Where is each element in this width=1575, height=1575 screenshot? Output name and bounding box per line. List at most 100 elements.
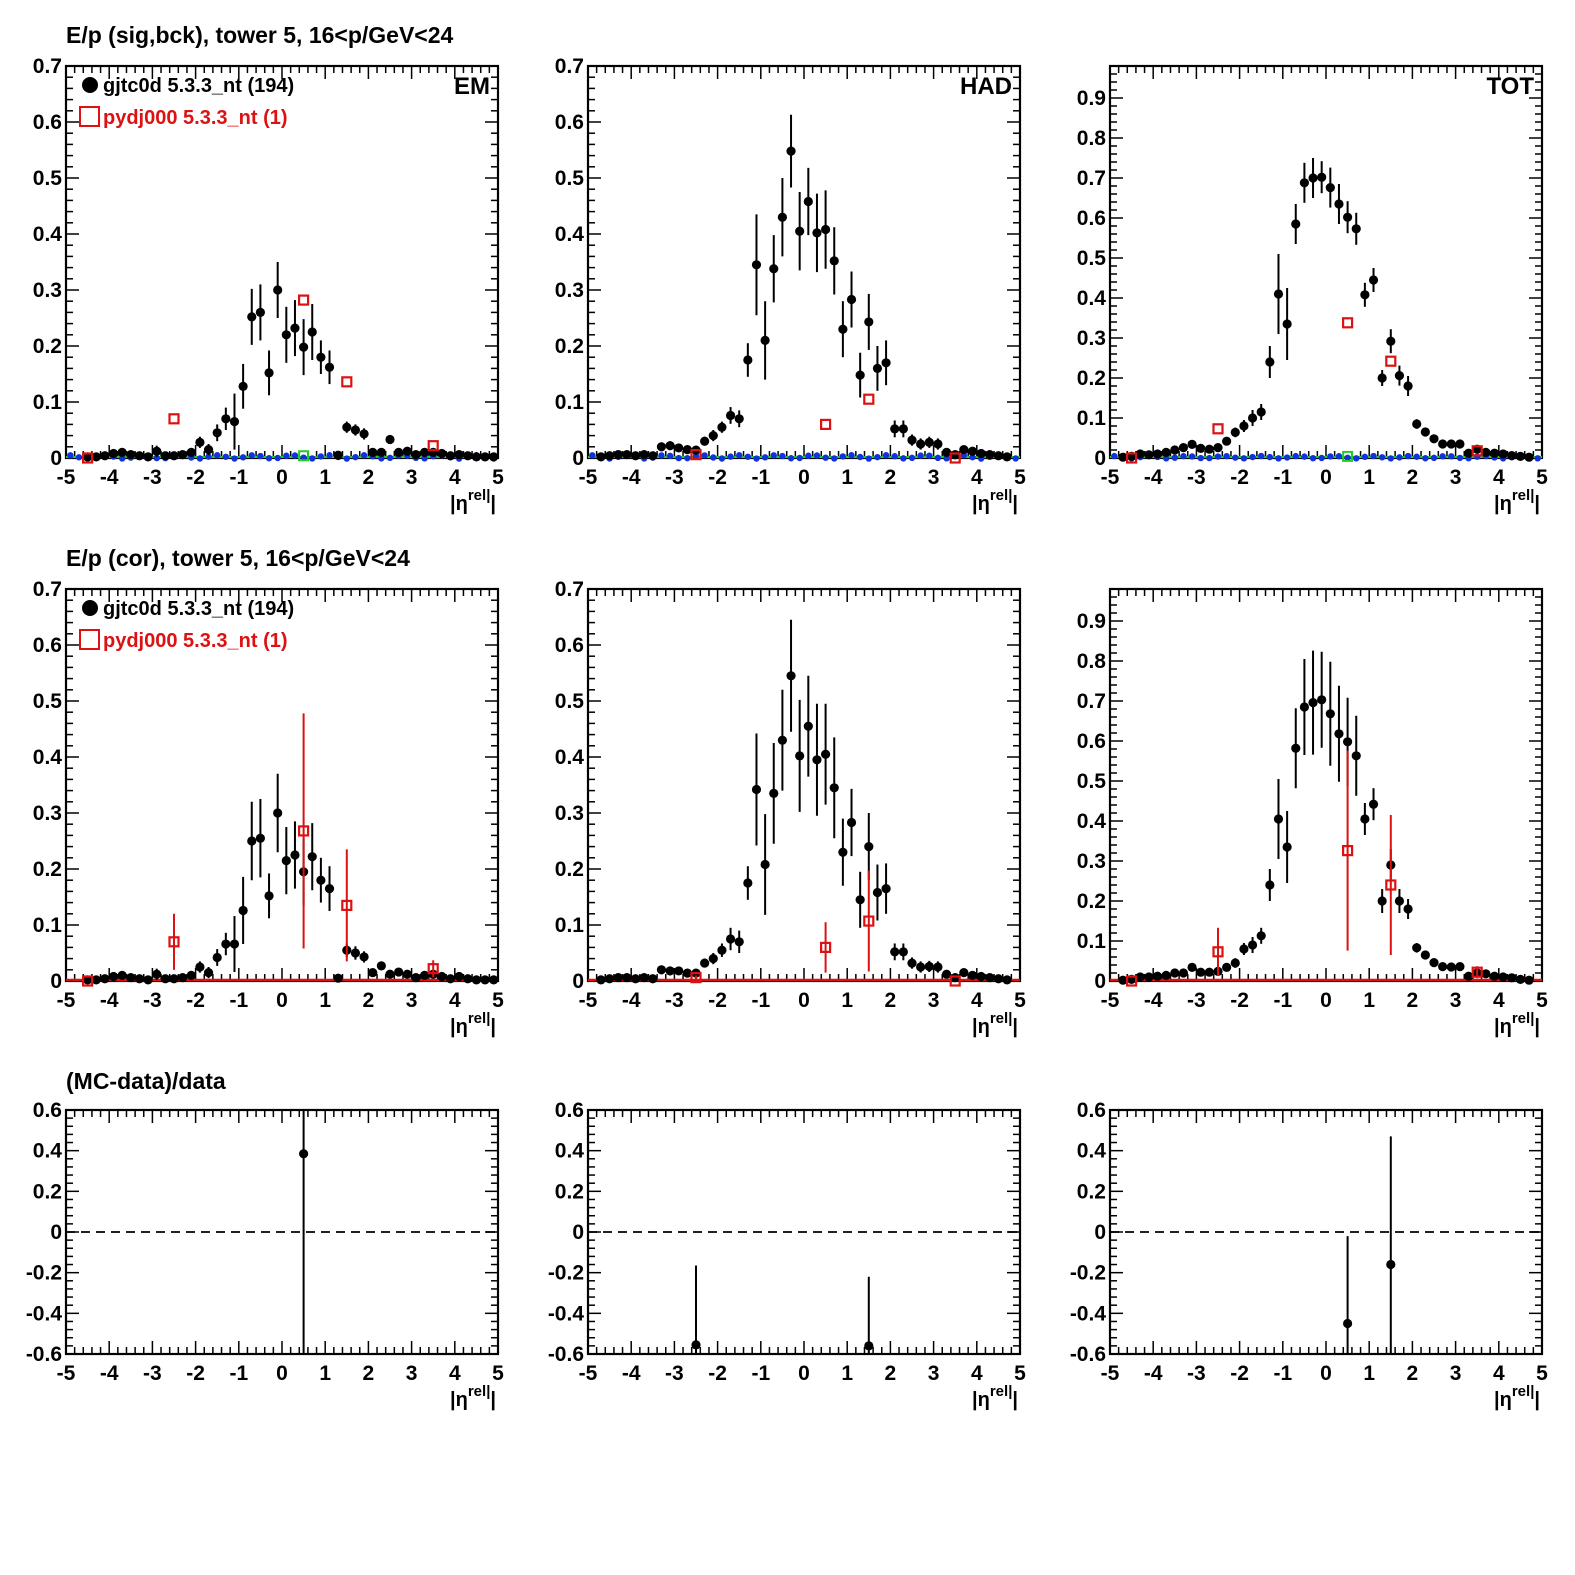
data-point — [1420, 427, 1430, 437]
x-tick-label: 0 — [1320, 989, 1332, 1012]
background-point — [1249, 453, 1256, 461]
x-tick-label: 1 — [841, 1362, 853, 1385]
data-point — [708, 431, 718, 441]
data-point — [613, 450, 623, 460]
data-point — [682, 968, 692, 978]
x-tick-label: 0 — [276, 1362, 288, 1385]
data-point — [350, 948, 361, 958]
x-tick-label: 3 — [1450, 1362, 1462, 1385]
data-point — [821, 749, 831, 759]
x-tick-label: 1 — [841, 989, 853, 1012]
background-point — [1353, 455, 1360, 462]
data-point — [178, 450, 188, 460]
data-point — [307, 852, 317, 862]
mc-point — [1341, 317, 1354, 329]
y-tick-label: 0 — [572, 970, 584, 993]
data-point — [838, 847, 848, 857]
x-tick-label: 2 — [363, 466, 375, 489]
data-point — [777, 735, 788, 745]
background-point — [770, 452, 777, 459]
background-point — [1404, 452, 1412, 460]
y-tick-label: 0 — [1094, 1221, 1106, 1244]
legend-data-marker — [82, 600, 98, 616]
data-point — [630, 451, 641, 461]
data-point — [203, 968, 214, 978]
data-point — [648, 451, 658, 461]
background-point — [1162, 455, 1170, 462]
data-point — [1161, 970, 1171, 981]
y-tick-label: 0 — [50, 447, 62, 470]
data-point — [1187, 439, 1197, 449]
data-point — [1498, 972, 1508, 982]
chart-panel-ratio-TOT: -5 -4 -3 -2 -1 0 1 2 3 4 5 -0.6 -0.4 -0.2 0 0.2 0.4 0.6 |η… — [1070, 1099, 1548, 1411]
data-point — [480, 452, 490, 462]
background-point — [222, 453, 230, 460]
x-tick-label: 4 — [449, 989, 461, 1012]
x-tick-label: -5 — [1101, 466, 1120, 489]
x-axis-title: |ηrel|| — [972, 1010, 1018, 1038]
background-point — [969, 454, 976, 461]
y-tick-label: 0.2 — [555, 858, 584, 881]
data-point — [1239, 944, 1249, 954]
data-point — [864, 842, 874, 852]
chart-panel-ratio-EM: -5 -4 -3 -2 -1 0 1 2 3 4 5 -0.6 -0.4 -0.2 0 0.2 0.4 0.6 |η… — [26, 1099, 504, 1411]
x-axis-title: |ηrel|| — [972, 487, 1018, 515]
x-axis-title-superscript: rel| — [1512, 1383, 1535, 1400]
mc-point — [819, 418, 832, 430]
panels: -5 -4 -3 -2 -1 0 1 2 3 4 5 0 0.1 0.2 0.3 0.4 0.5 0.6 0.7 |η… — [26, 55, 1548, 1411]
data-point — [1308, 698, 1318, 708]
x-tick-label: 2 — [885, 1362, 897, 1385]
data-point — [872, 887, 883, 898]
data-point — [829, 256, 839, 266]
y-tick-label: -0.6 — [548, 1343, 584, 1366]
x-axis-title-superscript: rel| — [1512, 1010, 1535, 1027]
y-tick-label: 0.2 — [1077, 367, 1106, 390]
background-point — [1396, 454, 1403, 461]
mc-point — [1212, 946, 1224, 958]
x-tick-label: -4 — [1144, 466, 1163, 489]
x-axis-title-base: |η — [1494, 1016, 1512, 1038]
data-point — [864, 317, 874, 327]
x-tick-label: -4 — [100, 989, 119, 1012]
mc-point — [690, 972, 702, 984]
x-tick-label: 2 — [363, 989, 375, 1012]
mc-point — [1471, 966, 1483, 978]
x-axis-title-close: | — [1012, 1016, 1018, 1038]
data-point — [734, 937, 744, 947]
data-point — [1247, 940, 1258, 950]
data-point — [471, 452, 481, 462]
x-tick-label: -5 — [579, 1362, 598, 1385]
x-tick-label: 3 — [1450, 466, 1462, 489]
background-point — [675, 454, 682, 462]
data-point — [1299, 702, 1309, 712]
mc-point — [1125, 975, 1138, 987]
y-tick-label: 0.6 — [33, 1099, 62, 1122]
background-marker — [1342, 450, 1354, 462]
y-tick-label: 0.4 — [1077, 810, 1107, 833]
x-tick-label: -1 — [229, 1362, 248, 1385]
data-point — [290, 850, 300, 860]
data-point — [376, 447, 386, 457]
data-point — [898, 947, 908, 957]
data-point — [1282, 842, 1292, 852]
data-point — [437, 448, 447, 459]
x-tick-label: -3 — [1187, 1362, 1206, 1385]
background-point — [1171, 454, 1179, 461]
y-tick-label: 0.3 — [555, 802, 584, 825]
data-point — [152, 969, 162, 979]
data-point — [881, 358, 891, 368]
legend-mc-marker — [79, 629, 100, 650]
x-tick-label: -5 — [579, 466, 598, 489]
x-tick-label: -1 — [1273, 1362, 1292, 1385]
x-tick-label: -4 — [100, 466, 119, 489]
y-tick-label: 0.2 — [33, 858, 62, 881]
data-point — [368, 968, 378, 978]
x-tick-label: 4 — [971, 1362, 983, 1385]
background-point — [352, 453, 359, 461]
data-point — [445, 451, 456, 461]
x-tick-label: 0 — [276, 989, 288, 1012]
x-axis-title-base: |η — [972, 1389, 990, 1411]
data-point — [717, 945, 727, 955]
data-point — [238, 905, 248, 916]
data-point — [1196, 443, 1206, 453]
